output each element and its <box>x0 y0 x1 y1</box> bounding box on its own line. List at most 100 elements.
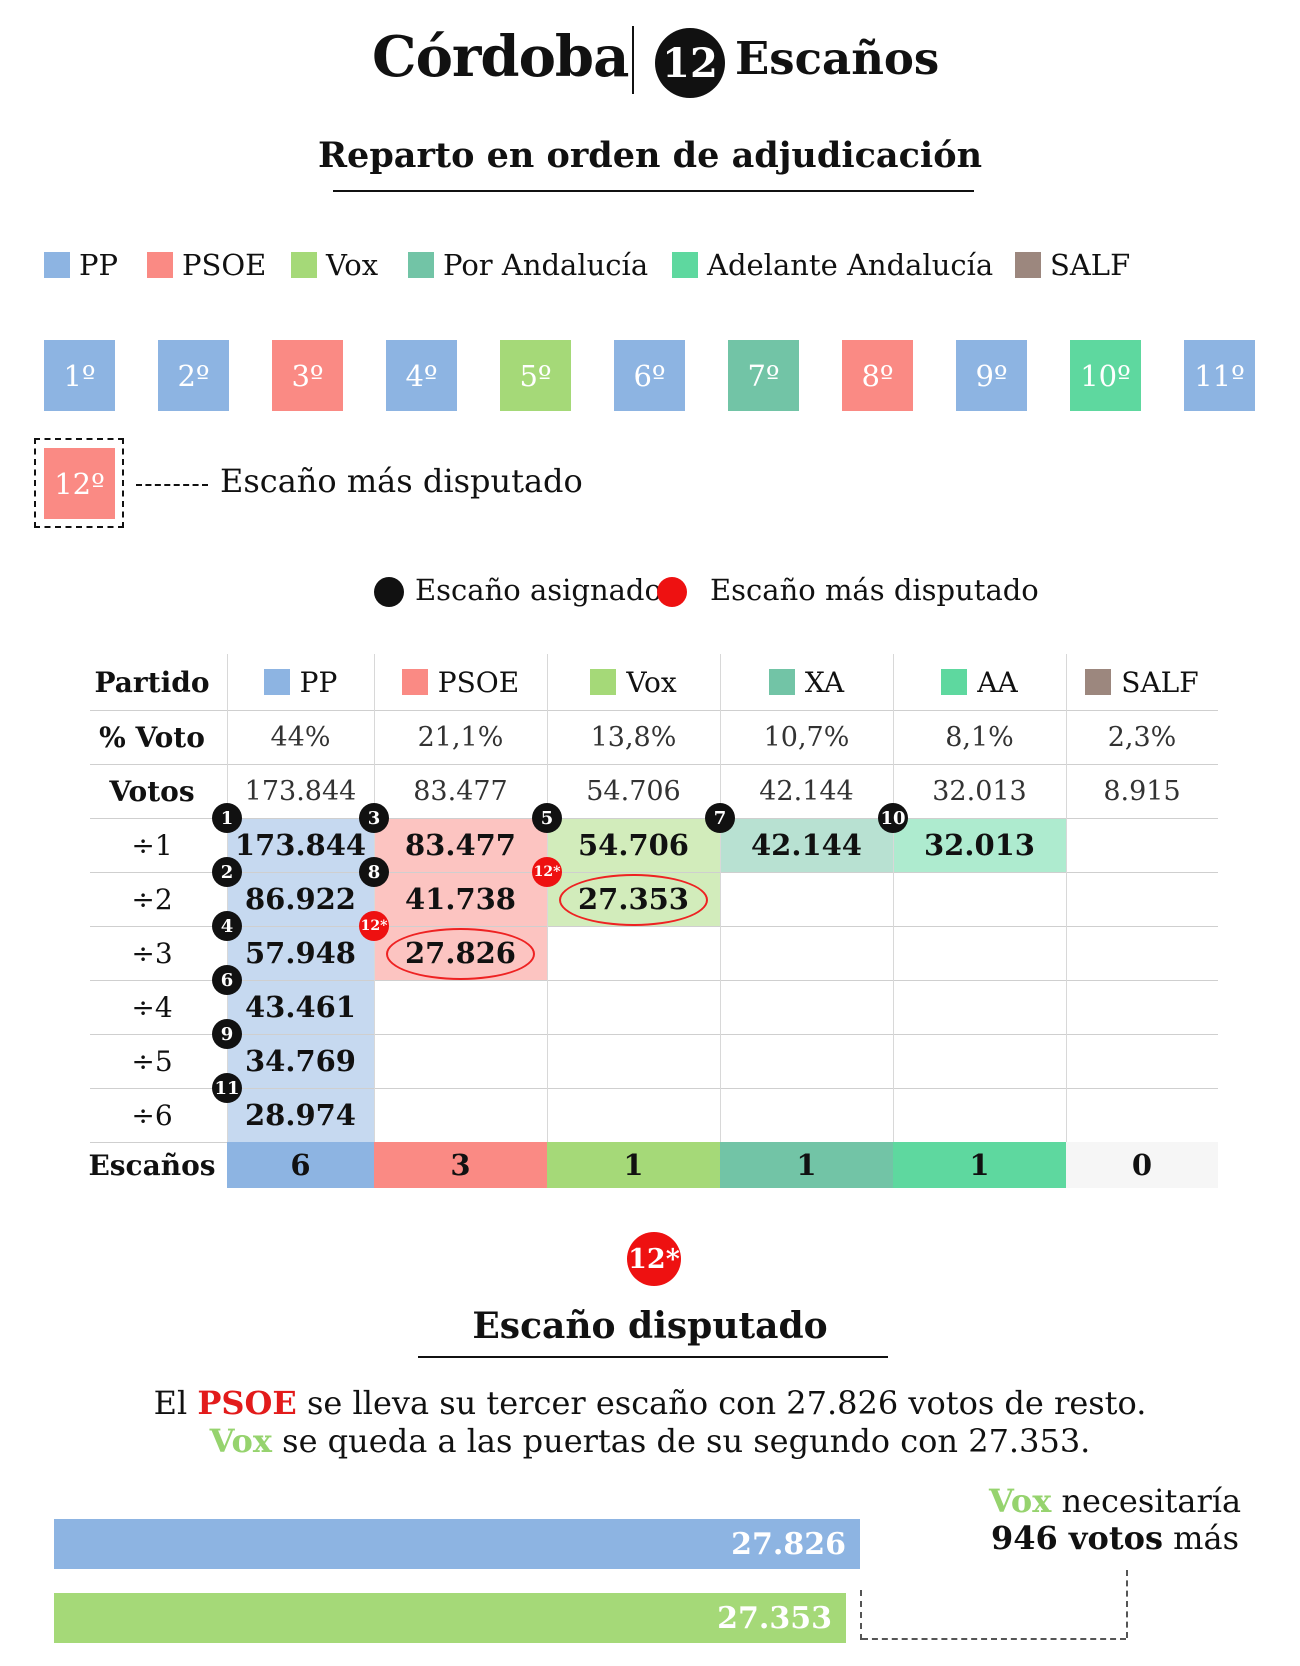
legend-item: Vox <box>291 248 378 282</box>
need-party: Vox <box>988 1482 1052 1520</box>
party-column-header: SALF <box>1066 654 1218 710</box>
divisor-label: ÷1 <box>131 828 173 862</box>
quotient-cell-fill <box>227 980 374 1034</box>
party-swatch <box>401 669 428 695</box>
divisor-label: ÷2 <box>131 882 173 916</box>
legend-label: PSOE <box>182 248 267 282</box>
seat-number-badge: 12* <box>359 911 389 941</box>
legend-swatch <box>291 252 317 278</box>
party-pct: 2,3% <box>1107 721 1177 753</box>
party-votes: 32.013 <box>932 775 1027 807</box>
header: Córdoba 12 Escaños <box>0 18 1300 108</box>
quotient-cell-fill <box>374 872 547 926</box>
chart-subtitle: Reparto en orden de adjudicación <box>317 135 983 176</box>
quotient-cell-fill <box>227 926 374 980</box>
divisor-label: ÷4 <box>131 990 173 1024</box>
quotient-cell-fill <box>374 818 547 872</box>
party-votes: 42.144 <box>759 775 854 807</box>
divisor-label: ÷5 <box>131 1044 173 1078</box>
party-votes: 8.915 <box>1103 775 1181 807</box>
seat-number-badge: 3 <box>359 803 389 833</box>
seat-number-badge: 12* <box>532 857 562 887</box>
party-pct: 8,1% <box>945 721 1014 753</box>
seat-number-badge: 10 <box>878 803 908 833</box>
table-row-divider <box>90 1034 1218 1035</box>
legend-item: PP <box>44 248 118 282</box>
seat-number-badge: 2 <box>212 857 242 887</box>
disputed-dot-icon <box>657 577 687 607</box>
seat-order-box: 1º <box>44 340 115 411</box>
seat12-dashed-frame <box>34 438 124 528</box>
seat-number-badge: 7 <box>705 803 735 833</box>
quotient-value: 41.738 <box>405 882 516 916</box>
explanation-line-1: El PSOE se lleva su tercer escaño con 27… <box>0 1384 1300 1422</box>
legend-swatch <box>1015 252 1041 278</box>
header-divider <box>632 26 634 94</box>
party-column-header: PP <box>227 654 374 710</box>
party-seats: 1 <box>547 1142 720 1188</box>
need-bold: 946 votos <box>990 1519 1163 1557</box>
party-name: AA <box>977 665 1018 699</box>
seat-order-box: 8º <box>842 340 913 411</box>
table-col-divider <box>374 654 375 1142</box>
quotient-cell-fill <box>227 1034 374 1088</box>
party-swatch <box>590 669 617 695</box>
quotient-value: 83.477 <box>405 828 516 862</box>
votes-needed-note: Vox necesitaría 946 votos más <box>950 1483 1280 1557</box>
disputed-ellipse <box>559 874 708 926</box>
quotient-value: 86.922 <box>245 882 356 916</box>
party-votes: 173.844 <box>244 775 357 807</box>
party-column-header: AA <box>893 654 1066 710</box>
seat-order-box: 3º <box>272 340 343 411</box>
legend-label: Adelante Andalucía <box>707 248 994 282</box>
quotient-cell-fill <box>227 818 374 872</box>
table-row-divider <box>90 818 1218 819</box>
legend-label: Por Andalucía <box>443 248 649 282</box>
party-swatch <box>768 669 795 695</box>
seat-order-box: 2º <box>158 340 229 411</box>
legend-label: SALF <box>1050 248 1131 282</box>
gap-marker <box>860 1590 862 1640</box>
seat-number-badge: 11 <box>212 1073 242 1103</box>
party-swatch <box>941 669 968 695</box>
seat-order-box: 4º <box>386 340 457 411</box>
explanation-line-2: Vox se queda a las puertas de su segundo… <box>0 1422 1300 1460</box>
party-seats: 3 <box>374 1142 547 1188</box>
city-title: Córdoba <box>372 24 629 90</box>
table-row-divider <box>90 764 1218 765</box>
expl1-a: El <box>153 1384 198 1422</box>
seat-number-badge: 1 <box>212 803 242 833</box>
table-row-divider <box>90 710 1218 711</box>
disputed-underline <box>418 1356 888 1358</box>
party-votes: 83.477 <box>413 775 508 807</box>
seat-order-box: 12º <box>44 448 115 519</box>
party-swatch <box>1085 669 1112 695</box>
table-col-divider <box>893 654 894 1142</box>
expl1-b: se lleva su tercer escaño con 27.826 vot… <box>296 1384 1147 1422</box>
seat-number-badge: 5 <box>532 803 562 833</box>
legend-swatch <box>147 252 173 278</box>
disputed-title: Escaño disputado <box>472 1305 828 1347</box>
expl2-party: Vox <box>209 1422 272 1460</box>
need-a: necesitaría <box>1051 1482 1242 1520</box>
seat-order-box: 6º <box>614 340 685 411</box>
party-name: PSOE <box>437 665 520 699</box>
legend-item: SALF <box>1015 248 1130 282</box>
table-row-label: Votos <box>109 774 195 808</box>
seat-order-box: 10º <box>1070 340 1141 411</box>
seat-number-badge: 6 <box>212 965 242 995</box>
disputed-dot-label: Escaño más disputado <box>710 573 1039 607</box>
expl1-party: PSOE <box>197 1384 297 1422</box>
seat12-connector <box>136 484 208 486</box>
party-pct: 21,1% <box>417 721 504 753</box>
table-row-label: % Voto <box>99 720 205 754</box>
table-row-divider <box>90 1088 1218 1089</box>
legend-label: Vox <box>326 248 379 282</box>
seat-number-badge: 8 <box>359 857 389 887</box>
comparison-bar: 27.826 <box>54 1519 860 1569</box>
seat-order-box: 11º <box>1184 340 1255 411</box>
quotient-cell-fill <box>547 818 720 872</box>
seat-order-box: 7º <box>728 340 799 411</box>
seats-row-label: Escaños <box>88 1148 216 1182</box>
quotient-value: 57.948 <box>245 936 356 970</box>
